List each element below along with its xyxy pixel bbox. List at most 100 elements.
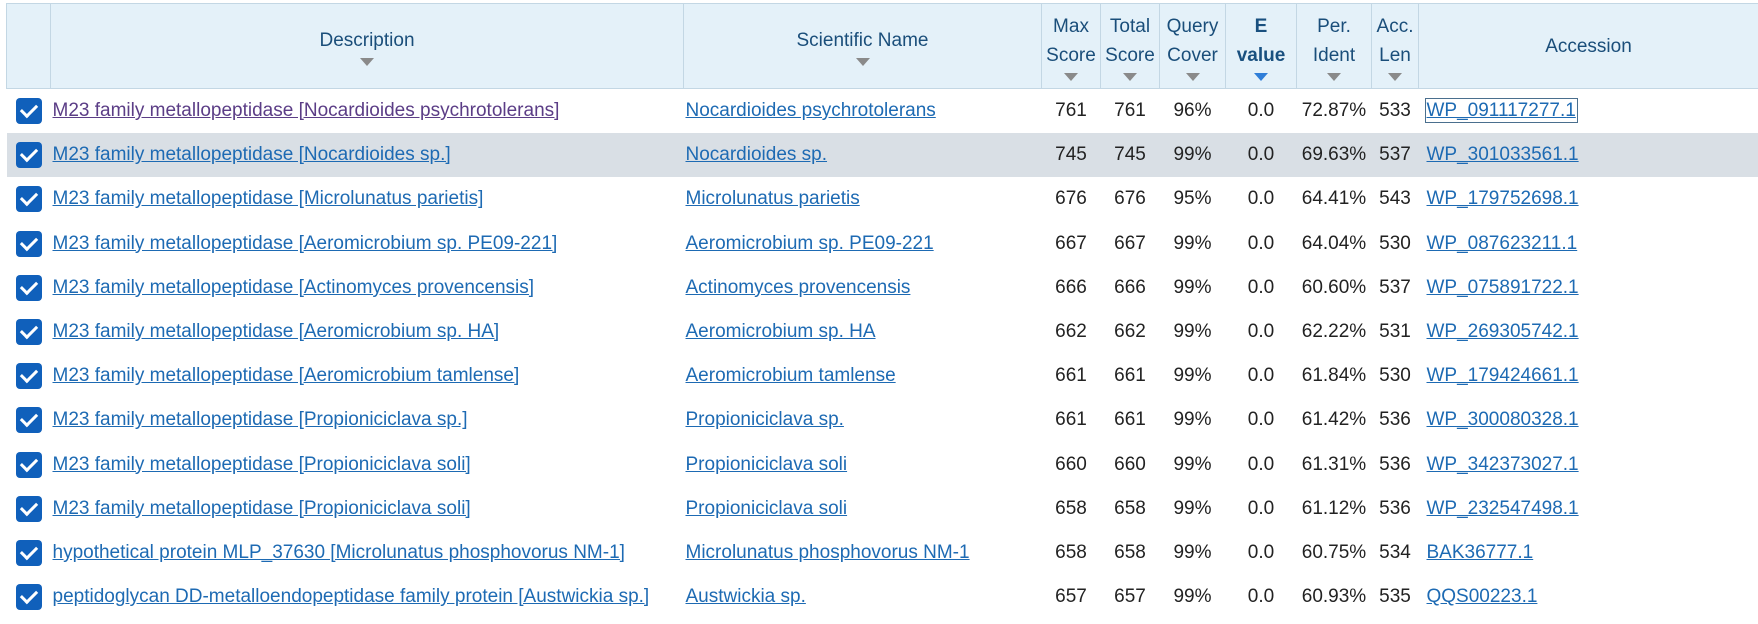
acc-len-cell: 530 (1379, 232, 1411, 254)
table-row[interactable]: M23 family metallopeptidase [Aeromicrobi… (7, 310, 1758, 354)
accession-cell: QQS00223.1 (1419, 575, 1758, 619)
max-score-cell: 660 (1055, 453, 1087, 475)
description-link[interactable]: M23 family metallopeptidase [Aeromicrobi… (52, 365, 520, 387)
accession-link[interactable]: QQS00223.1 (1426, 586, 1538, 608)
description-link[interactable]: hypothetical protein MLP_37630 [Microlun… (52, 541, 625, 563)
column-header-per-ident[interactable]: Per. Ident (1296, 3, 1372, 89)
acc-len-cell: 536 (1379, 497, 1411, 519)
row-select-cell (7, 443, 51, 487)
scientific-name-link[interactable]: Aeromicrobium sp. HA (685, 321, 876, 343)
table-row[interactable]: M23 family metallopeptidase [Actinomyces… (7, 266, 1758, 310)
description-link[interactable]: M23 family metallopeptidase [Aeromicrobi… (52, 232, 558, 254)
column-header-max-score[interactable]: Max Score (1041, 3, 1101, 89)
table-row[interactable]: M23 family metallopeptidase [Aeromicrobi… (7, 222, 1758, 266)
table-row[interactable]: M23 family metallopeptidase [Propionicic… (7, 487, 1758, 531)
column-header-description[interactable]: Description (50, 3, 684, 89)
description-link[interactable]: M23 family metallopeptidase [Propionicic… (52, 409, 468, 431)
scientific-name-cell: Austwickia sp. (684, 575, 1042, 619)
per-ident-cell: 64.04% (1301, 232, 1367, 254)
column-header-total-score[interactable]: Total Score (1100, 3, 1160, 89)
query-cover-cell: 99% (1173, 453, 1212, 475)
checkbox-checked-icon[interactable] (15, 319, 42, 346)
sort-caret-icon[interactable] (855, 58, 870, 66)
e-value-cell: 0.0 (1247, 321, 1275, 343)
accession-link[interactable]: WP_075891722.1 (1426, 276, 1579, 298)
accession-link[interactable]: WP_091117277.1 (1424, 98, 1578, 124)
column-header-e-value[interactable]: E value (1225, 3, 1297, 89)
row-select-cell (7, 398, 51, 442)
scientific-name-link[interactable]: Propioniciclava soli (685, 497, 848, 519)
column-header-scientific-name[interactable]: Scientific Name (683, 3, 1042, 89)
table-row[interactable]: M23 family metallopeptidase [Nocardioide… (6, 133, 1758, 178)
checkbox-checked-icon[interactable] (15, 230, 42, 257)
accession-cell: WP_179424661.1 (1419, 354, 1758, 398)
query-cover-cell: 99% (1173, 409, 1212, 431)
accession-link[interactable]: WP_300080328.1 (1426, 409, 1579, 431)
checkbox-checked-icon[interactable] (15, 186, 42, 213)
description-link[interactable]: M23 family metallopeptidase [Nocardioide… (52, 144, 451, 166)
row-select-cell (7, 531, 51, 575)
accession-link[interactable]: BAK36777.1 (1426, 541, 1534, 563)
sort-caret-icon[interactable] (1185, 72, 1200, 81)
table-header-row: Description Scientific Name Max Score To… (6, 3, 1758, 89)
scientific-name-link[interactable]: Nocardioides psychrotolerans (685, 100, 936, 122)
sort-caret-icon[interactable] (1388, 72, 1402, 81)
accession-link[interactable]: WP_269305742.1 (1426, 321, 1579, 343)
scientific-name-link[interactable]: Nocardioides sp. (685, 144, 828, 166)
scientific-name-link[interactable]: Aeromicrobium sp. PE09-221 (685, 232, 934, 254)
table-row[interactable]: M23 family metallopeptidase [Microlunatu… (7, 177, 1758, 221)
column-header-query-cover[interactable]: Query Cover (1159, 3, 1226, 89)
checkbox-checked-icon[interactable] (15, 142, 42, 169)
sort-caret-icon[interactable] (360, 58, 374, 66)
checkbox-checked-icon[interactable] (15, 584, 42, 611)
query-cover-cell: 99% (1173, 365, 1212, 387)
description-link[interactable]: M23 family metallopeptidase [Propionicic… (52, 497, 471, 519)
accession-link[interactable]: WP_301033561.1 (1426, 144, 1579, 166)
scientific-name-link[interactable]: Actinomyces provencensis (685, 276, 911, 298)
description-link[interactable]: peptidoglycan DD-metalloendopeptidase fa… (52, 586, 650, 608)
checkbox-checked-icon[interactable] (15, 539, 42, 566)
per-ident-cell: 61.84% (1301, 365, 1367, 387)
table-row[interactable]: hypothetical protein MLP_37630 [Microlun… (7, 531, 1758, 575)
table-row[interactable]: M23 family metallopeptidase [Propionicic… (7, 398, 1758, 442)
description-link[interactable]: M23 family metallopeptidase [Nocardioide… (52, 100, 560, 122)
table-row[interactable]: M23 family metallopeptidase [Aeromicrobi… (7, 354, 1758, 398)
table-row[interactable]: M23 family metallopeptidase [Nocardioide… (7, 89, 1758, 134)
e-value-cell: 0.0 (1247, 188, 1275, 210)
sort-caret-icon[interactable] (1064, 72, 1078, 81)
scientific-name-link[interactable]: Microlunatus parietis (685, 188, 860, 210)
accession-link[interactable]: WP_179752698.1 (1426, 188, 1579, 210)
checkbox-checked-icon[interactable] (15, 495, 42, 522)
table-row[interactable]: peptidoglycan DD-metalloendopeptidase fa… (7, 575, 1758, 619)
description-link[interactable]: M23 family metallopeptidase [Aeromicrobi… (52, 321, 500, 343)
checkbox-checked-icon[interactable] (15, 274, 42, 301)
column-header-accession[interactable]: Accession (1418, 3, 1758, 89)
description-link[interactable]: M23 family metallopeptidase [Microlunatu… (52, 188, 484, 210)
select-all-header[interactable] (6, 3, 51, 89)
sort-caret-icon[interactable] (1327, 72, 1341, 81)
table-row[interactable]: M23 family metallopeptidase [Propionicic… (7, 443, 1758, 487)
scientific-name-link[interactable]: Aeromicrobium tamlense (685, 365, 896, 387)
checkbox-checked-icon[interactable] (15, 98, 42, 125)
checkbox-checked-icon[interactable] (15, 363, 42, 390)
accession-cell: WP_091117277.1 (1419, 89, 1758, 134)
accession-link[interactable]: WP_342373027.1 (1426, 453, 1579, 475)
accession-link[interactable]: WP_232547498.1 (1426, 497, 1579, 519)
scientific-name-cell: Nocardioides psychrotolerans (684, 89, 1042, 134)
accession-link[interactable]: WP_179424661.1 (1426, 365, 1579, 387)
description-link[interactable]: M23 family metallopeptidase [Propionicic… (52, 453, 471, 475)
column-header-acc-len[interactable]: Acc. Len (1371, 3, 1419, 89)
scientific-name-link[interactable]: Microlunatus phosphovorus NM-1 (685, 541, 970, 563)
description-link[interactable]: M23 family metallopeptidase [Actinomyces… (52, 276, 535, 298)
scientific-name-cell: Nocardioides sp. (683, 133, 1042, 178)
scientific-name-link[interactable]: Austwickia sp. (685, 586, 806, 608)
acc-len-cell: 536 (1379, 453, 1411, 475)
sort-caret-active-icon[interactable] (1254, 72, 1268, 81)
sort-caret-icon[interactable] (1123, 72, 1137, 81)
scientific-name-link[interactable]: Propioniciclava sp. (685, 409, 844, 431)
accession-link[interactable]: WP_087623211.1 (1426, 232, 1578, 254)
column-header-label: Total (1109, 15, 1151, 37)
checkbox-checked-icon[interactable] (15, 407, 42, 434)
scientific-name-link[interactable]: Propioniciclava soli (685, 453, 848, 475)
checkbox-checked-icon[interactable] (15, 451, 42, 478)
